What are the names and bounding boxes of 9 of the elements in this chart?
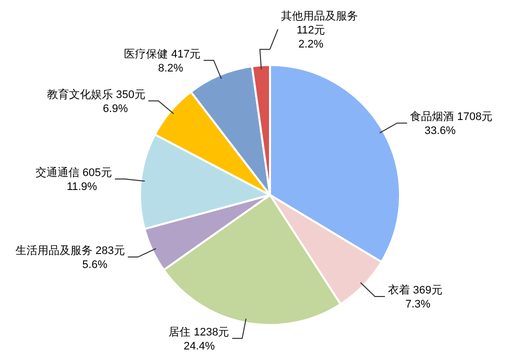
slice-label: 医疗保健 417元 8.2% bbox=[124, 47, 201, 74]
slice-label: 生活用品及服务 283元 5.6% bbox=[15, 244, 125, 272]
slice-label: 食品烟酒 1708元 33.6% bbox=[410, 110, 493, 138]
slice-label: 居住 1238元 24.4% bbox=[168, 326, 230, 352]
slice-label: 其他用品及服务 bbox=[280, 9, 358, 22]
data-label: 112元 2.2% bbox=[296, 24, 326, 50]
slice-label: 交通通信 605元 11.9% bbox=[35, 166, 112, 193]
slice-label: 衣着 369元 7.3% bbox=[388, 284, 442, 311]
slice-label: 教育文化娱乐 350元 6.9% bbox=[46, 88, 146, 115]
